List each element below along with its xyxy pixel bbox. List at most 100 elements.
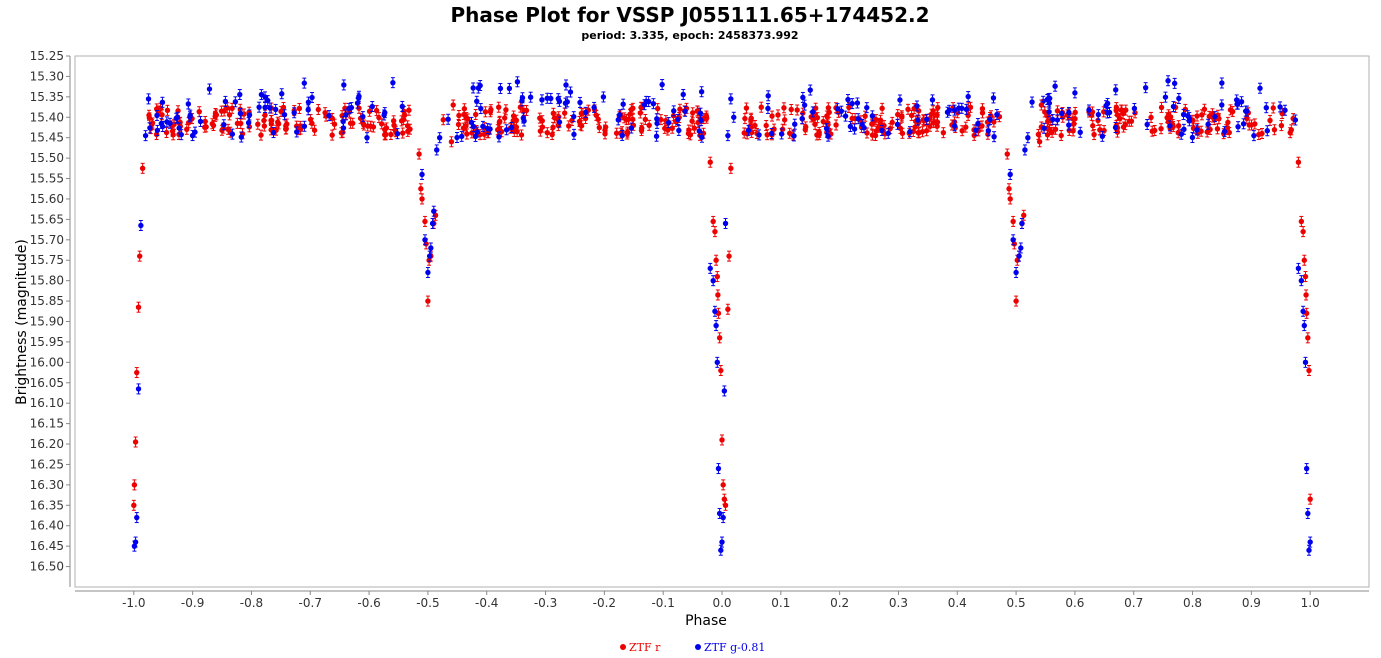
ztf-g-point xyxy=(341,82,347,88)
ztf-g-point xyxy=(1167,123,1173,129)
ztf-g-point xyxy=(436,134,443,141)
y-tick-label: 16.10 xyxy=(30,396,64,410)
ztf-g-point xyxy=(563,82,569,88)
ztf-r-point xyxy=(1010,218,1016,225)
ztf-r-point xyxy=(642,116,649,123)
ztf-r-point xyxy=(1004,151,1010,157)
ztf-g-point xyxy=(262,94,268,100)
ztf-r-point xyxy=(763,122,769,129)
ztf-g-point xyxy=(514,79,521,85)
ztf-g-point xyxy=(270,129,277,136)
ztf-g-point xyxy=(340,118,346,125)
ztf-g-point xyxy=(1165,78,1171,84)
ztf-g-point xyxy=(301,80,308,86)
ztf-g-point xyxy=(131,543,138,549)
ztf-g-point xyxy=(1059,110,1065,117)
ztf-g-point xyxy=(924,116,930,123)
ztf-g-point xyxy=(503,127,510,133)
ztf-g-point xyxy=(959,105,965,112)
ztf-g-point xyxy=(1295,265,1302,272)
ztf-g-point xyxy=(197,118,204,125)
ztf-g-point xyxy=(527,94,534,100)
ztf-r-point xyxy=(550,124,556,131)
ztf-r-point xyxy=(137,253,143,259)
y-tick-label: 15.25 xyxy=(30,49,64,63)
ztf-g-point xyxy=(1235,123,1241,130)
ztf-g-point xyxy=(544,95,550,101)
data-points xyxy=(131,75,1313,556)
ztf-r-point xyxy=(1198,128,1204,134)
ztf-g-point xyxy=(1007,171,1013,178)
y-tick-label: 15.75 xyxy=(30,253,64,267)
ztf-g-point xyxy=(1103,102,1109,109)
ztf-g-point xyxy=(369,103,375,110)
ztf-r-point xyxy=(794,107,800,113)
ztf-r-point xyxy=(402,112,408,118)
ztf-g-point xyxy=(756,132,762,138)
ztf-g-point xyxy=(245,120,252,126)
ztf-r-point xyxy=(654,105,661,112)
y-tick-label: 15.50 xyxy=(30,151,64,165)
ztf-g-point xyxy=(845,96,851,103)
ztf-g-point xyxy=(238,134,245,140)
ztf-r-point xyxy=(721,496,728,502)
ztf-g-point xyxy=(800,94,806,101)
ztf-r-point xyxy=(1225,119,1231,126)
ztf-r-point xyxy=(1152,127,1158,134)
ztf-g-point xyxy=(508,124,515,131)
ztf-r-point xyxy=(1007,196,1013,202)
ztf-g-point xyxy=(1180,111,1187,118)
ztf-g-point xyxy=(731,114,737,120)
ztf-r-point xyxy=(1070,116,1076,122)
ztf-r-point xyxy=(720,482,726,488)
ztf-r-point xyxy=(418,186,424,192)
ztf-g-point xyxy=(189,132,196,139)
ztf-r-point xyxy=(849,115,855,122)
ztf-r-point xyxy=(132,439,139,445)
ztf-g-point xyxy=(1176,95,1182,102)
ztf-g-point xyxy=(698,89,705,95)
ztf-g-point xyxy=(425,269,431,276)
ztf-g-point xyxy=(838,108,845,114)
ztf-g-point xyxy=(1189,134,1196,141)
ztf-g-point xyxy=(145,96,152,102)
ztf-g-point xyxy=(1142,84,1149,91)
x-tick-label: 0.1 xyxy=(771,596,790,610)
ztf-r-point xyxy=(1300,228,1306,235)
ztf-g-point xyxy=(1086,107,1092,113)
ztf-r-point xyxy=(1021,212,1027,218)
ztf-g-point xyxy=(990,95,997,101)
ztf-r-point xyxy=(775,112,781,118)
ztf-r-point xyxy=(771,126,777,132)
ztf-r-point xyxy=(715,292,721,298)
ztf-g-point xyxy=(1212,113,1218,120)
ztf-r-point xyxy=(934,119,941,125)
ztf-r-point xyxy=(495,127,501,133)
ztf-g-point xyxy=(1301,322,1308,329)
ztf-r-point xyxy=(596,124,603,131)
x-tick-label: -0.4 xyxy=(475,596,498,610)
x-tick-label: -0.2 xyxy=(593,596,616,610)
ztf-g-point xyxy=(699,134,705,140)
ztf-g-point xyxy=(807,87,813,93)
ztf-g-point xyxy=(272,106,279,113)
ztf-r-point xyxy=(624,129,631,135)
y-tick-label: 16.00 xyxy=(30,355,64,369)
ztf-r-point xyxy=(712,228,718,235)
ztf-r-point xyxy=(234,120,241,127)
ztf-r-point xyxy=(1090,123,1096,129)
ztf-g-point xyxy=(1131,105,1138,112)
ztf-g-point xyxy=(792,121,798,127)
y-tick-label: 15.90 xyxy=(30,315,64,329)
ztf-g-point xyxy=(1016,253,1022,259)
ztf-r-point xyxy=(309,120,315,126)
ztf-r-point xyxy=(1035,131,1042,138)
ztf-g-point xyxy=(1305,510,1311,517)
ztf-r-point xyxy=(550,110,557,117)
ztf-r-point xyxy=(406,107,412,113)
ztf-r-point xyxy=(1036,139,1043,145)
ztf-r-point xyxy=(338,130,345,136)
ztf-r-point xyxy=(781,105,787,111)
ztf-g-point xyxy=(715,465,722,472)
ztf-r-point xyxy=(899,130,906,137)
